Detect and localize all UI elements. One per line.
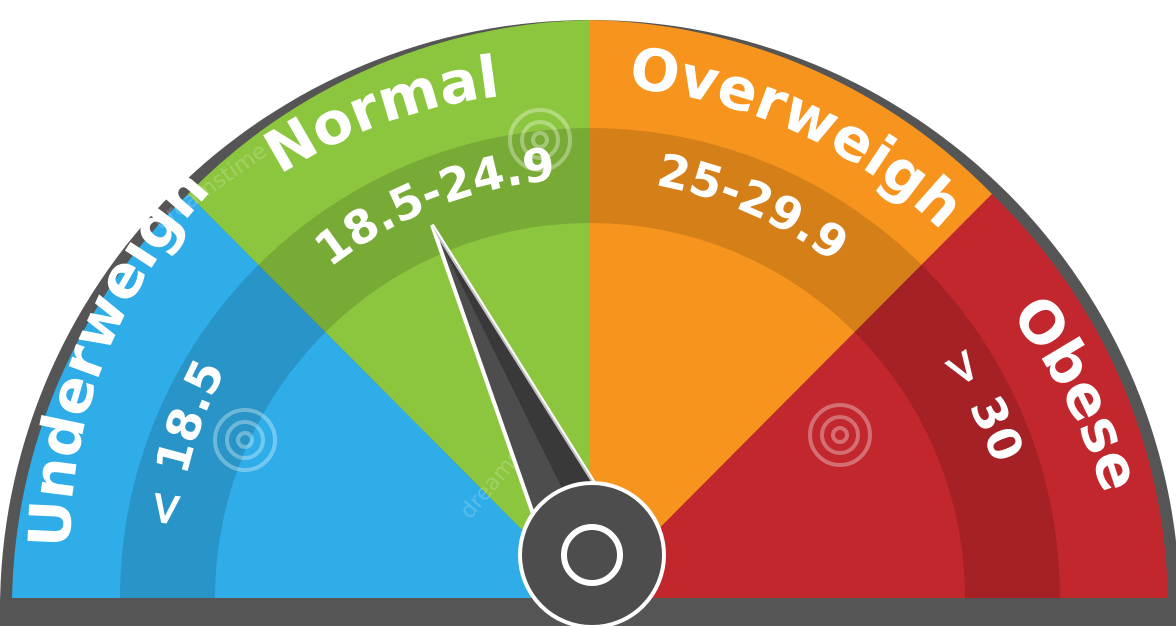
needle-hub [518,481,666,626]
segment-obese [590,194,1168,598]
gauge-needle [430,223,666,626]
segment-underweight [12,194,590,598]
inner-range-band [120,128,1060,598]
needle-hub-ring [561,524,623,586]
watermark-swirl-icon [213,108,872,472]
segment-normal [188,20,590,598]
needle-shadow [432,225,608,525]
segment-overweight [590,20,992,598]
